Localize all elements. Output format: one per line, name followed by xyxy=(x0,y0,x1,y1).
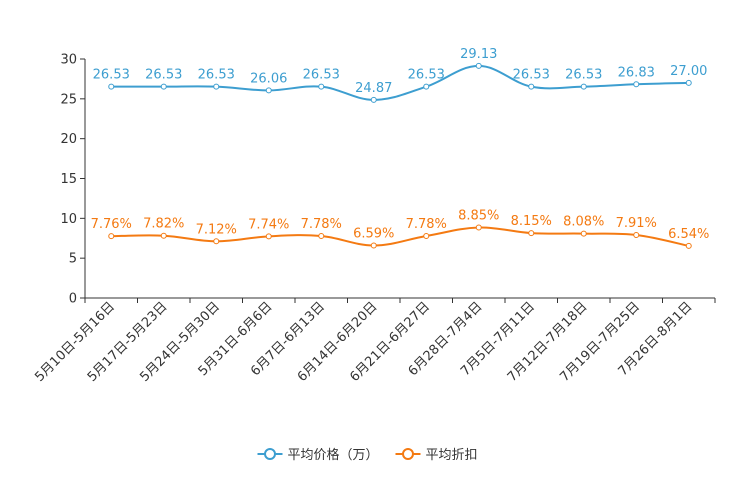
data-label: 7.12% xyxy=(196,222,237,237)
data-label: 7.91% xyxy=(616,216,657,231)
data-label: 26.53 xyxy=(408,68,445,83)
data-point xyxy=(370,242,377,249)
data-label: 6.54% xyxy=(668,227,709,242)
y-tick-label: 20 xyxy=(60,132,77,147)
data-labels: 26.53 26.53 26.53 26.06 26.53 24.87 26.53 29.13… xyxy=(91,47,710,242)
data-point xyxy=(528,230,535,237)
data-point xyxy=(475,224,482,231)
data-point xyxy=(213,238,220,245)
y-tick-label: 5 xyxy=(69,252,77,267)
data-label: 26.53 xyxy=(565,68,602,83)
data-point xyxy=(108,233,115,240)
data-point xyxy=(633,81,640,88)
y-tick-label: 15 xyxy=(60,172,77,187)
data-point xyxy=(423,233,430,240)
data-label: 8.15% xyxy=(511,214,552,229)
data-label: 26.53 xyxy=(303,68,340,83)
data-label: 26.06 xyxy=(250,71,287,86)
data-label: 7.76% xyxy=(91,217,132,232)
legend-item-2[interactable]: 平均折扣 xyxy=(395,448,478,463)
data-label: 7.82% xyxy=(143,217,184,232)
data-point xyxy=(633,231,640,238)
data-label: 24.87 xyxy=(355,81,392,96)
data-point xyxy=(318,83,325,90)
data-label: 26.53 xyxy=(145,68,182,83)
data-point xyxy=(370,96,377,103)
data-point xyxy=(160,232,167,239)
data-point xyxy=(580,230,587,237)
series-layer xyxy=(108,62,692,249)
y-tick-label: 0 xyxy=(69,292,77,307)
series-line-2 xyxy=(111,226,689,247)
data-point xyxy=(528,83,535,90)
data-label: 8.08% xyxy=(563,215,604,230)
legend[interactable]: 平均价格（万） 平均折扣 xyxy=(257,447,478,463)
legend-swatch-marker xyxy=(264,448,276,460)
legend-swatch-marker xyxy=(402,448,414,460)
data-label: 7.78% xyxy=(406,217,447,232)
data-point xyxy=(160,83,167,90)
y-tick-label: 25 xyxy=(60,92,77,107)
legend-label: 平均折扣 xyxy=(426,448,478,463)
data-label: 26.83 xyxy=(618,65,655,80)
series-line-1 xyxy=(111,64,689,101)
data-point xyxy=(108,83,115,90)
data-point xyxy=(423,83,430,90)
legend-label: 平均价格（万） xyxy=(288,447,379,463)
data-label: 26.53 xyxy=(198,68,235,83)
y-tick-label: 30 xyxy=(60,53,77,68)
data-point xyxy=(685,79,692,86)
y-tick-label: 10 xyxy=(60,212,77,227)
data-point xyxy=(318,233,325,240)
data-label: 7.78% xyxy=(301,217,342,232)
data-label: 29.13 xyxy=(460,47,497,62)
legend-item-1[interactable]: 平均价格（万） xyxy=(257,447,379,463)
data-label: 6.59% xyxy=(353,226,394,241)
data-label: 26.53 xyxy=(93,68,130,83)
data-point xyxy=(213,83,220,90)
data-label: 27.00 xyxy=(670,64,707,79)
data-point xyxy=(475,62,482,69)
data-point xyxy=(580,83,587,90)
data-point xyxy=(685,242,692,249)
data-label: 7.74% xyxy=(248,217,289,232)
data-label: 8.85% xyxy=(458,208,499,223)
data-point xyxy=(265,87,272,94)
data-point xyxy=(265,233,272,240)
data-label: 26.53 xyxy=(513,68,550,83)
